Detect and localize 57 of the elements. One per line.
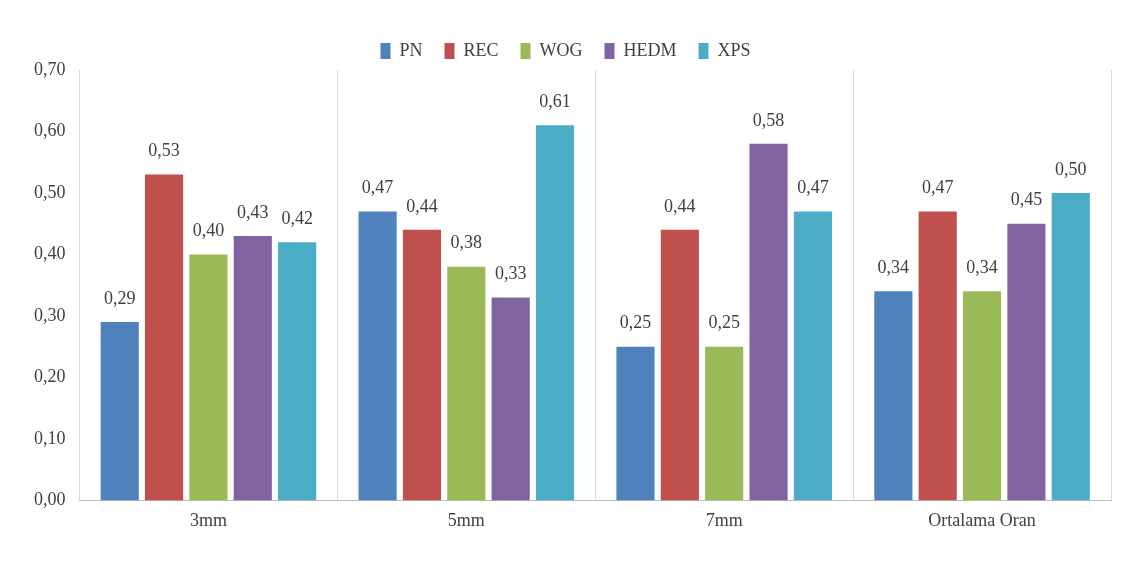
legend-label: PN bbox=[399, 39, 423, 60]
bar bbox=[705, 346, 744, 501]
y-tick-label: 0,70 bbox=[34, 58, 66, 79]
bar bbox=[402, 229, 442, 501]
x-tick-label: 7mm bbox=[705, 509, 743, 530]
legend-label: XPS bbox=[717, 39, 751, 60]
legend-label: REC bbox=[463, 39, 499, 60]
x-tick-label: 5mm bbox=[447, 509, 485, 530]
y-tick-label: 0,30 bbox=[34, 304, 66, 325]
data-label: 0,58 bbox=[752, 109, 785, 130]
bar bbox=[189, 254, 228, 501]
data-label: 0,50 bbox=[1055, 158, 1087, 179]
bar bbox=[100, 322, 139, 501]
y-tick-label: 0,40 bbox=[34, 243, 66, 264]
data-label: 0,47 bbox=[361, 177, 394, 198]
data-label: 0,47 bbox=[921, 177, 954, 198]
data-label: 0,61 bbox=[539, 91, 571, 112]
data-label: 0,47 bbox=[797, 177, 829, 198]
data-label: 0,44 bbox=[406, 195, 438, 216]
data-label: 0,53 bbox=[148, 140, 180, 161]
bar bbox=[358, 211, 397, 501]
bar bbox=[616, 346, 655, 501]
data-label: 0,43 bbox=[237, 201, 269, 222]
y-tick-label: 0,60 bbox=[34, 120, 66, 141]
bar bbox=[749, 143, 788, 501]
y-tick-label: 0,50 bbox=[34, 181, 66, 202]
data-label: 0,44 bbox=[664, 195, 696, 216]
bar bbox=[962, 291, 1002, 501]
x-tick-label: Ortalama Oran bbox=[928, 509, 1036, 530]
bar bbox=[918, 211, 957, 501]
data-label: 0,45 bbox=[1010, 189, 1043, 210]
data-label: 0,33 bbox=[494, 263, 527, 284]
y-tick-label: 0,10 bbox=[34, 427, 66, 448]
data-label: 0,29 bbox=[103, 287, 136, 308]
data-label: 0,25 bbox=[619, 312, 652, 333]
data-label: 0,42 bbox=[281, 207, 313, 228]
y-tick-label: 0,00 bbox=[34, 489, 66, 510]
legend-label: HEDM bbox=[623, 39, 677, 60]
data-label: 0,40 bbox=[192, 220, 225, 241]
bar bbox=[1007, 223, 1046, 501]
bar bbox=[278, 242, 317, 501]
data-label: 0,38 bbox=[450, 232, 483, 253]
bar bbox=[535, 125, 575, 501]
data-label: 0,34 bbox=[877, 257, 910, 278]
bar bbox=[233, 236, 272, 501]
data-label: 0,34 bbox=[966, 257, 998, 278]
bar bbox=[1051, 192, 1090, 501]
bar bbox=[793, 211, 832, 501]
bar bbox=[447, 266, 486, 501]
bar bbox=[874, 291, 913, 501]
bar bbox=[660, 229, 699, 501]
x-tick-label: 3mm bbox=[189, 509, 227, 530]
bar bbox=[491, 297, 530, 501]
bar bbox=[145, 174, 184, 501]
legend-label: WOG bbox=[539, 39, 583, 60]
y-tick-label: 0,20 bbox=[34, 366, 66, 387]
data-label: 0,25 bbox=[708, 312, 740, 333]
